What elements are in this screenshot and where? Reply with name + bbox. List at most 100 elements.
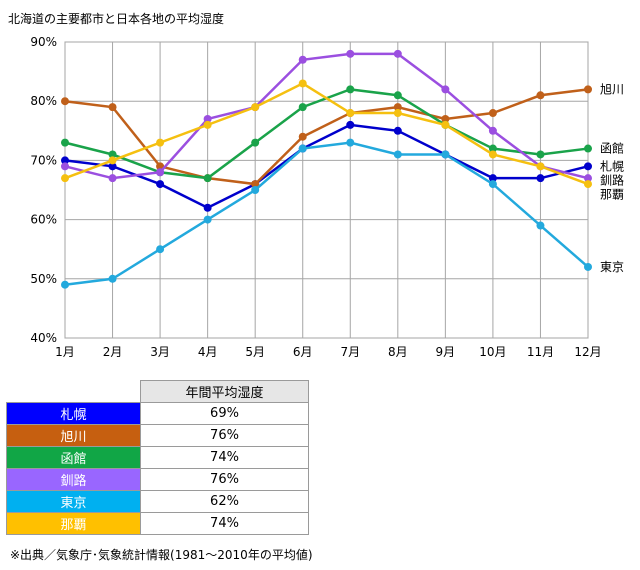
series-end-label: 旭川 (600, 82, 624, 96)
table-city-cell: 札幌 (6, 402, 141, 425)
data-point (156, 168, 165, 177)
data-point (156, 180, 165, 189)
data-point (346, 120, 355, 129)
data-point (584, 162, 592, 171)
table-value-cell: 74% (140, 512, 309, 535)
data-point (108, 274, 117, 283)
data-point (393, 150, 402, 159)
data-point (108, 174, 117, 183)
plot-frame (64, 41, 589, 339)
data-point (488, 174, 497, 183)
series-end-label: 那覇 (600, 187, 624, 201)
data-point (61, 162, 69, 171)
data-point (488, 144, 497, 153)
data-point (108, 103, 117, 112)
series-end-label: 札幌 (600, 158, 624, 173)
data-point (203, 114, 212, 123)
table-corner-cell (7, 381, 141, 403)
data-point (251, 103, 260, 112)
data-point (536, 221, 545, 230)
x-tick-label: 4月 (198, 345, 218, 359)
data-point (61, 280, 69, 289)
x-tick-label: 7月 (340, 345, 360, 359)
data-point (108, 150, 117, 159)
data-point (251, 138, 260, 147)
x-tick-label: 6月 (293, 345, 313, 359)
table-row: 東京 62% (6, 490, 309, 513)
data-point (298, 132, 307, 141)
data-point (156, 245, 165, 254)
series-line (64, 82, 589, 186)
table-city-cell: 釧路 (6, 468, 141, 491)
series-end-label: 釧路 (600, 172, 624, 187)
x-tick-label: 2月 (103, 345, 123, 359)
table-row: 那覇 74% (6, 512, 309, 535)
series-lines (61, 49, 592, 289)
data-point (393, 109, 402, 118)
series-line (64, 141, 589, 286)
data-point (251, 180, 260, 189)
data-point (488, 109, 497, 118)
x-tick-label: 9月 (436, 345, 456, 359)
data-point (584, 262, 592, 271)
table-city-cell: 東京 (6, 490, 141, 513)
data-point (441, 114, 450, 123)
table-city-cell: 旭川 (6, 424, 141, 447)
annual-humidity-table: 年間平均湿度 札幌 69% 旭川 76% 函館 74% 釧路 76% 東京 62… (6, 380, 309, 535)
table-value-cell: 76% (140, 424, 309, 447)
table-city-cell: 函館 (6, 446, 141, 469)
data-point (536, 162, 545, 171)
data-point (584, 180, 592, 189)
series-end-label: 東京 (600, 260, 624, 274)
data-point (441, 150, 450, 159)
x-tick-label: 5月 (245, 345, 265, 359)
table-row: 釧路 76% (6, 468, 309, 491)
data-point (346, 85, 355, 94)
x-tick-label: 3月 (150, 345, 170, 359)
source-footnote: ※出典／気象庁･気象統計情報(1981～2010年の平均値) (10, 548, 313, 562)
data-point (488, 150, 497, 159)
table-row: 函館 74% (6, 446, 309, 469)
y-tick-label: 40% (30, 331, 57, 345)
data-point (441, 85, 450, 94)
data-point (108, 162, 117, 171)
series-line (64, 88, 589, 180)
table-header-row: 年間平均湿度 (7, 380, 309, 403)
table-value-cell: 62% (140, 490, 309, 513)
data-point (61, 97, 69, 106)
data-point (203, 120, 212, 129)
grid-layer (64, 41, 589, 339)
data-point (61, 156, 69, 165)
data-point (536, 91, 545, 100)
data-point (488, 180, 497, 189)
series-end-label: 函館 (600, 141, 624, 156)
table-value-cell: 74% (140, 446, 309, 469)
data-point (251, 186, 260, 194)
data-point (203, 203, 212, 212)
x-tick-label: 1月 (55, 345, 75, 359)
data-point (393, 126, 402, 135)
x-tick-label: 10月 (479, 345, 506, 359)
data-point (584, 85, 592, 94)
series-line (64, 123, 589, 210)
data-point (536, 150, 545, 159)
data-point (584, 144, 592, 153)
series-line (64, 88, 589, 186)
data-point (298, 103, 307, 112)
data-point (203, 215, 212, 224)
y-tick-label: 60% (30, 213, 57, 227)
x-tick-label: 11月 (527, 345, 554, 359)
table-city-cell: 那覇 (6, 512, 141, 535)
data-point (488, 126, 497, 135)
data-point (346, 138, 355, 147)
y-tick-label: 70% (30, 153, 57, 167)
data-point (298, 55, 307, 64)
chart-title: 北海道の主要都市と日本各地の平均湿度 (8, 12, 225, 26)
table-row: 札幌 69% (6, 402, 309, 425)
data-point (298, 79, 307, 88)
humidity-line-chart: 40% 50% 60% 70% 80% 90% 1月 2月 3月 4月 5月 6月 7月 8月 9月 10月 1… (30, 35, 624, 359)
data-point (393, 103, 402, 112)
data-point (393, 49, 402, 58)
table-value-cell: 69% (140, 402, 309, 425)
y-tick-label: 50% (30, 272, 57, 286)
